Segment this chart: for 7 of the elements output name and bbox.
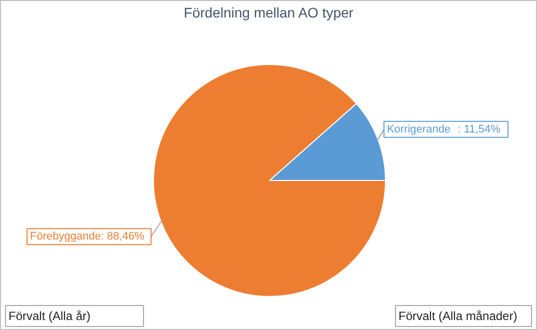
data-label: : 88,46%: [100, 230, 144, 243]
slice-label: Korrigerande: [386, 123, 451, 136]
slice-label: Förebyggande: [30, 230, 101, 243]
text: Förvalt (Alla månader): [398, 309, 518, 323]
text: Förvalt (Alla år): [8, 309, 91, 323]
chart-title: Fördelning mellan AO typer: [184, 4, 354, 20]
data-label: : 11,54%: [458, 123, 501, 136]
